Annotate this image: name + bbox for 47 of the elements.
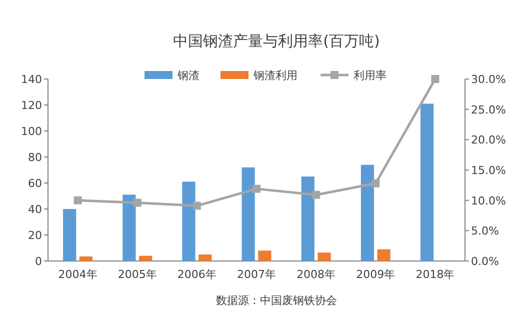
bar	[198, 254, 212, 261]
bar	[79, 256, 93, 261]
y-tick-label: 120	[21, 99, 42, 112]
bar	[122, 194, 136, 261]
point	[372, 179, 380, 188]
bar	[420, 104, 434, 261]
bar	[182, 182, 196, 261]
bar	[138, 256, 152, 261]
bar	[258, 250, 272, 261]
bar	[360, 164, 374, 261]
bar	[318, 252, 331, 261]
bar	[301, 176, 314, 261]
y-tick-label: 60	[28, 177, 42, 190]
legend-label: 利用率	[354, 69, 386, 82]
point	[312, 190, 320, 199]
y-tick-label: 80	[28, 151, 42, 164]
x-tick-label: 2009年	[356, 268, 396, 281]
y-tick-label: 140	[21, 73, 42, 86]
point	[192, 202, 201, 210]
point	[133, 198, 142, 207]
title: 中国钢渣产量与利用率(百万吨)	[173, 32, 380, 50]
x-tick-label: 2005年	[118, 268, 157, 281]
point	[74, 196, 82, 204]
y2-tick-label: 20.0%	[471, 134, 506, 147]
annotation: 数据源：中国废钢铁协会	[216, 294, 337, 307]
legend-label: 钢渣	[176, 69, 200, 82]
legend-label: 钢渣利用	[252, 69, 298, 82]
y-tick-label: 20	[28, 229, 42, 242]
y2-tick-label: 25.0%	[471, 103, 506, 116]
x-tick-label: 2006年	[177, 268, 216, 281]
bar	[242, 167, 255, 261]
y2-tick-label: 5.0%	[471, 224, 499, 238]
bar	[377, 249, 390, 261]
y-tick-label: 0	[35, 255, 42, 268]
y2-tick-label: 30.0%	[471, 73, 506, 86]
bar	[63, 209, 76, 261]
y2-tick-label: 0.0%	[471, 255, 499, 268]
y2-tick-label: 15.0%	[471, 164, 506, 177]
x-tick-label: 2008年	[296, 268, 336, 281]
point	[252, 184, 260, 193]
x-tick-label: 2018年	[416, 268, 455, 281]
y-tick-label: 40	[28, 203, 42, 216]
y2-tick-label: 10.0%	[471, 194, 506, 208]
x-tick-label: 2007年	[237, 268, 276, 281]
y-tick-label: 100	[21, 125, 42, 138]
x-tick-label: 2004年	[58, 268, 98, 281]
point	[431, 75, 440, 83]
